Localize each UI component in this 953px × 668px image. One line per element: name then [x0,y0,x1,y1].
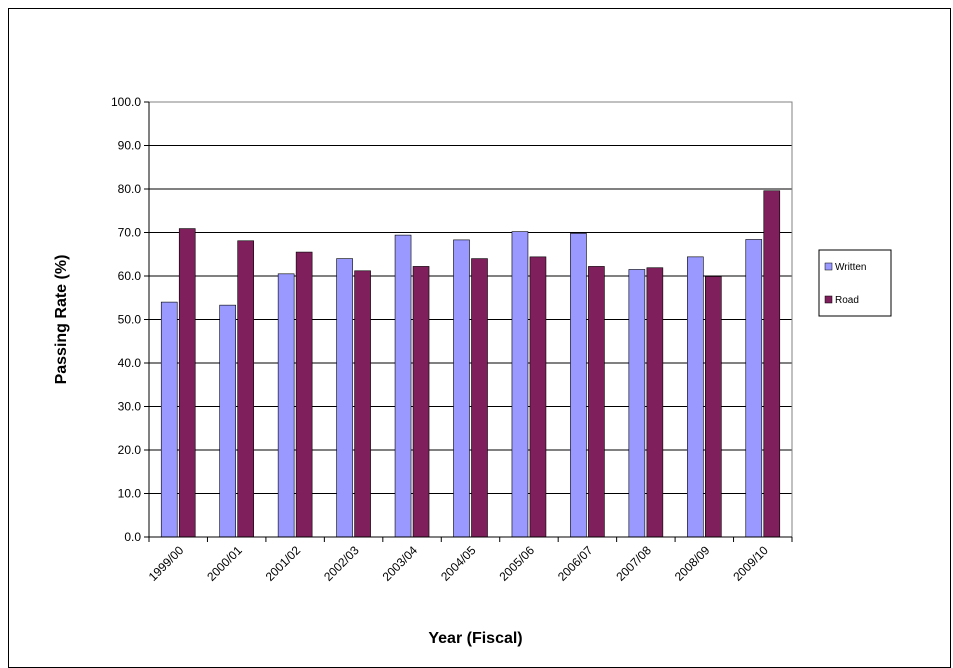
bar-written-2005-06 [511,231,529,538]
x-tick-label: 2005/06 [496,543,537,584]
bar-road-2004-05 [471,258,488,538]
bar-road-2006-07 [588,266,605,538]
x-tick-label: 2008/09 [672,543,713,584]
y-tick-label: 10.0 [118,487,142,501]
bar-road-2000-01 [237,240,254,538]
y-tick-label: 30.0 [118,400,142,414]
x-tick-label: 2003/04 [380,543,421,584]
y-tick-label: 40.0 [118,356,142,370]
legend-label-road: Road [835,295,859,306]
y-tick-label: 70.0 [118,226,142,240]
legend-box [818,249,892,317]
legend: Written Road [818,249,892,317]
x-tick-label: 2002/03 [321,543,362,584]
legend-swatch-road [824,295,833,304]
bar-written-1999-00 [160,301,178,538]
x-tick-label: 2004/05 [438,543,479,584]
bar-road-1999-00 [178,228,196,538]
bar-road-2001-02 [295,251,313,538]
y-tick-label: 0.0 [124,530,141,544]
bar-written-2003-04 [394,234,412,538]
bar-road-2002-03 [354,270,371,538]
bar-written-2008-09 [687,256,704,538]
x-tick-label: 2006/07 [555,543,596,584]
y-tick-label: 100.0 [111,95,141,109]
bar-road-2005-06 [529,256,547,538]
y-tick-label: 60.0 [118,269,142,283]
bar-written-2004-05 [453,239,470,538]
x-tick-label: 2007/08 [613,543,654,584]
bar-chart: 0.0 10.0 20.0 30.0 40.0 50.0 60.0 70.0 80.0 90.0 1… [53,95,892,647]
bar-road-2003-04 [412,266,430,538]
legend-label-written: Written [835,262,867,273]
x-tick-label: 2000/01 [204,543,245,584]
x-axis-title: Year (Fiscal) [428,630,522,647]
y-tick-label: 50.0 [118,313,142,327]
legend-swatch-written [824,262,833,271]
bar-road-2009-10 [763,190,781,538]
x-tick-label: 1999/00 [146,543,187,584]
y-tick-label: 80.0 [118,182,142,196]
bars [160,190,781,538]
bar-written-2007-08 [628,269,646,538]
bar-road-2008-09 [705,276,722,538]
x-tick-label: 2001/02 [263,543,304,584]
y-tick-label: 20.0 [118,443,142,457]
bar-written-2006-07 [570,233,587,538]
chart-frame: 0.0 10.0 20.0 30.0 40.0 50.0 60.0 70.0 80.0 90.0 1… [8,8,951,668]
bar-written-2001-02 [277,273,295,538]
bar-written-2002-03 [336,258,353,538]
bar-road-2007-08 [646,267,664,538]
bar-written-2009-10 [745,239,763,538]
y-axis-title: Passing Rate (%) [53,255,70,385]
y-tick-label: 90.0 [118,139,142,153]
x-tick-label: 2009/10 [730,543,771,584]
bar-written-2000-01 [219,304,236,538]
